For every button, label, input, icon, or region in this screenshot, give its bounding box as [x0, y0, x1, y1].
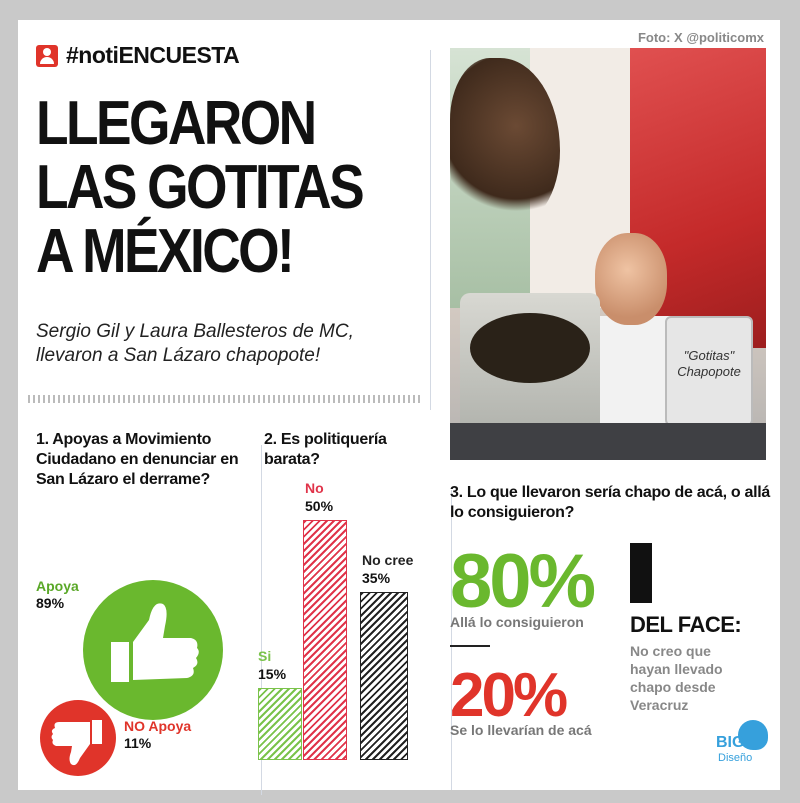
face-quote: No creo que hayan llevado chapo desde Ve… — [630, 643, 723, 713]
question-1: 1. Apoyas a Movimiento Ciudadano en denu… — [36, 431, 239, 488]
bar-category-label: No cree — [362, 552, 414, 568]
thumbs-down-icon — [40, 700, 116, 776]
bar-value-label: 50% — [305, 498, 334, 514]
option-1-caption: Allá lo consiguieron — [450, 614, 584, 630]
bar-category-label: Si — [258, 648, 272, 664]
bar-category-label: No — [305, 480, 324, 496]
no-value: 11% — [124, 735, 152, 751]
divider — [450, 645, 490, 647]
option-2-caption: Se lo llevarían de acá — [450, 722, 592, 738]
divider — [430, 50, 431, 410]
headline-line-1: LLEGARON — [36, 89, 317, 158]
bar-value-label: 15% — [258, 666, 287, 682]
face-title: DEL FACE: — [630, 612, 742, 637]
bar-no — [303, 520, 347, 760]
speaker-head — [595, 233, 667, 325]
infographic-card: #notiENCUESTA Foto: X @politicomx LLEGAR… — [18, 20, 780, 795]
subtitle: Sergio Gil y Laura Ballesteros de MC, ll… — [36, 321, 354, 366]
question-2: 2. Es politiquería barata? — [264, 431, 387, 468]
headline-line-2: LAS GOTITAS — [36, 153, 365, 222]
option-2-value: 20% — [450, 661, 568, 730]
quote-icon — [630, 543, 676, 603]
photo-credit: Foto: X @politicomx — [637, 30, 764, 45]
headline-line-3: A MÉXICO! — [36, 217, 295, 286]
yes-value: 89% — [36, 595, 65, 611]
eagle-emblem — [450, 58, 560, 228]
no-label: NO Apoya — [124, 718, 192, 734]
divider — [451, 490, 452, 790]
dotted-divider — [28, 395, 423, 403]
podium — [450, 423, 766, 460]
bar-value-label: 35% — [362, 570, 391, 586]
headline: LLEGARON LAS GOTITAS A MÉXICO! — [36, 92, 371, 284]
divider — [261, 445, 262, 795]
elephant-icon — [738, 720, 768, 750]
big-diseno-logo: BIG Diseño — [716, 720, 780, 772]
brand: #notiENCUESTA — [36, 42, 240, 69]
jar — [665, 316, 753, 426]
bucket — [460, 293, 600, 443]
question-3: 3. Lo que llevaron sería chapo de acá, o… — [450, 484, 770, 521]
user-icon — [36, 44, 58, 67]
yes-label: Apoya — [36, 578, 79, 594]
bar-si — [258, 688, 302, 760]
jar-label: "Gotitas" Chapopote — [677, 348, 741, 379]
thumbs-up-icon — [83, 580, 223, 720]
bar-no-cree — [360, 592, 408, 760]
news-photo: "Gotitas" Chapopote — [450, 48, 766, 460]
brand-title: #notiENCUESTA — [66, 42, 240, 68]
option-1-value: 80% — [450, 539, 596, 624]
